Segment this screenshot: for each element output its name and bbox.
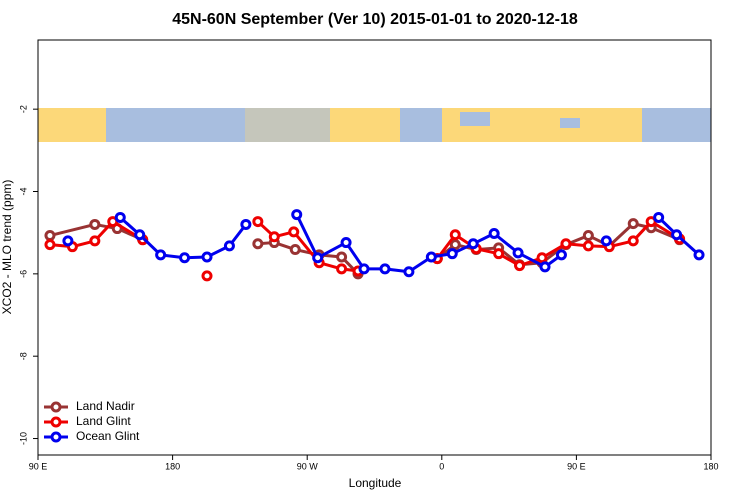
plot-frame (37, 39, 712, 456)
point (252, 216, 264, 228)
point (358, 263, 370, 275)
point (288, 226, 300, 238)
point (201, 270, 213, 282)
point (693, 249, 705, 261)
legend-marker (50, 401, 62, 413)
point (493, 248, 505, 260)
x-tick-label: 180 (165, 461, 180, 471)
x-axis-label: Longitude (349, 476, 402, 490)
y-tick-label: -6 (18, 270, 28, 278)
point (336, 251, 348, 263)
point (252, 238, 264, 250)
x-tick-label: 90 E (567, 461, 586, 471)
legend-label: Ocean Glint (76, 429, 140, 443)
point (539, 261, 551, 273)
point (201, 251, 213, 263)
point (62, 235, 74, 247)
point (467, 238, 479, 250)
x-tick-label: 180 (703, 461, 718, 471)
point (44, 230, 56, 242)
point (560, 238, 572, 250)
y-tick-label: -8 (18, 352, 28, 360)
point (671, 229, 683, 241)
point (134, 229, 146, 241)
point (425, 251, 437, 263)
point (627, 235, 639, 247)
point (536, 252, 548, 264)
x-tick-label: 90 W (297, 461, 319, 471)
x-tick-label: 0 (439, 461, 444, 471)
point (89, 218, 101, 230)
point (44, 239, 56, 251)
point (582, 230, 594, 242)
point (114, 211, 126, 223)
legend-label: Land Nadir (76, 399, 135, 413)
point (653, 211, 665, 223)
map-band (38, 108, 711, 142)
point (312, 252, 324, 264)
point (89, 235, 101, 247)
legend-label: Land Glint (76, 414, 131, 428)
legend-marker (50, 416, 62, 428)
point (627, 218, 639, 230)
point (336, 263, 348, 275)
x-tick-label: 90 E (29, 461, 48, 471)
y-tick-label: -10 (18, 432, 28, 445)
point (449, 239, 461, 251)
point (240, 218, 252, 230)
point (340, 237, 352, 249)
point (555, 249, 567, 261)
point (179, 252, 191, 264)
point (488, 228, 500, 240)
point (291, 209, 303, 221)
point (600, 235, 612, 247)
point (446, 248, 458, 260)
point (268, 231, 280, 243)
point (582, 240, 594, 252)
point (379, 263, 391, 275)
y-axis-label: XCO2 - MLO trend (ppm) (0, 180, 14, 315)
point (289, 244, 301, 256)
point (155, 249, 167, 261)
point (403, 266, 415, 278)
point (449, 229, 461, 241)
y-tick-label: -2 (18, 105, 28, 113)
point (223, 240, 235, 252)
chart-title: 45N-60N September (Ver 10) 2015-01-01 to… (172, 11, 578, 28)
legend-marker (50, 431, 62, 443)
point (514, 260, 526, 272)
point (512, 247, 524, 259)
y-tick-label: -4 (18, 188, 28, 196)
